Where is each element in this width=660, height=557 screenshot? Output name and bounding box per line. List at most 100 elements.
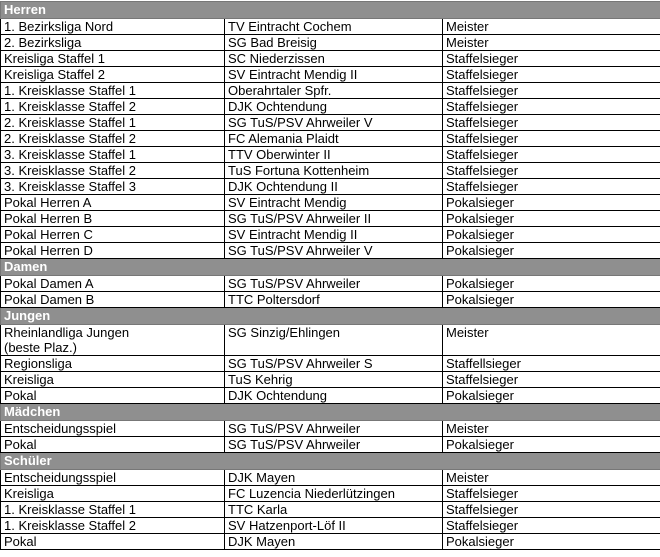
team-cell: SG TuS/PSV Ahrweiler II (225, 211, 443, 227)
title-cell: Staffelsieger (443, 486, 660, 502)
title-cell: Pokalsieger (443, 276, 660, 292)
league-cell: Entscheidungsspiel (1, 470, 225, 486)
team-cell: SG TuS/PSV Ahrweiler V (225, 243, 443, 259)
title-cell: Pokalsieger (443, 227, 660, 243)
team-cell: TV Eintracht Cochem (225, 19, 443, 35)
league-cell: Pokal Herren A (1, 195, 225, 211)
table-row: Rheinlandliga Jungen (beste Plaz.)SG Sin… (1, 325, 660, 356)
league-cell: Entscheidungsspiel (1, 421, 225, 437)
team-cell: SG Sinzig/Ehlingen (225, 325, 443, 356)
league-cell: 3. Kreisklasse Staffel 3 (1, 179, 225, 195)
title-cell: Pokalsieger (443, 534, 660, 550)
league-cell: Rheinlandliga Jungen (beste Plaz.) (1, 325, 225, 356)
section-title: Herren (1, 2, 660, 19)
league-cell: Pokal Herren D (1, 243, 225, 259)
team-cell: TTC Karla (225, 502, 443, 518)
league-cell: Regionsliga (1, 356, 225, 372)
title-cell: Staffellsieger (443, 356, 660, 372)
title-cell: Pokalsieger (443, 437, 660, 453)
league-cell: Pokal Herren B (1, 211, 225, 227)
title-cell: Pokalsieger (443, 195, 660, 211)
team-cell: TTV Oberwinter II (225, 147, 443, 163)
title-cell: Staffelsieger (443, 67, 660, 83)
team-cell: DJK Mayen (225, 534, 443, 550)
league-cell: Pokal (1, 388, 225, 404)
league-cell: 3. Kreisklasse Staffel 2 (1, 163, 225, 179)
league-cell: 3. Kreisklasse Staffel 1 (1, 147, 225, 163)
league-cell: Kreisliga Staffel 1 (1, 51, 225, 67)
league-cell: 1. Kreisklasse Staffel 1 (1, 83, 225, 99)
title-cell: Staffelsieger (443, 115, 660, 131)
title-cell: Staffelsieger (443, 163, 660, 179)
league-cell: Pokal Damen B (1, 292, 225, 308)
league-cell: Kreisliga (1, 486, 225, 502)
league-cell: 2. Kreisklasse Staffel 2 (1, 131, 225, 147)
team-cell: SG TuS/PSV Ahrweiler V (225, 115, 443, 131)
title-cell: Staffelsieger (443, 518, 660, 534)
team-cell: SV Eintracht Mendig II (225, 227, 443, 243)
team-cell: DJK Ochtendung (225, 99, 443, 115)
title-cell: Staffelsieger (443, 502, 660, 518)
team-cell: SV Hatzenport-Löf II (225, 518, 443, 534)
league-cell: 2. Kreisklasse Staffel 1 (1, 115, 225, 131)
team-cell: DJK Ochtendung (225, 388, 443, 404)
team-cell: SG TuS/PSV Ahrweiler (225, 437, 443, 453)
section-header-row: Schüler (1, 453, 660, 470)
team-cell: DJK Ochtendung II (225, 179, 443, 195)
title-cell: Pokalsieger (443, 292, 660, 308)
section-header-row: Damen (1, 259, 660, 276)
team-cell: SG Bad Breisig (225, 35, 443, 51)
league-cell: Pokal (1, 437, 225, 453)
title-cell: Meister (443, 19, 660, 35)
title-cell: Pokalsieger (443, 243, 660, 259)
team-cell: SV Eintracht Mendig II (225, 67, 443, 83)
league-cell: Pokal Damen A (1, 276, 225, 292)
title-cell: Staffelsieger (443, 99, 660, 115)
title-cell: Staffelsieger (443, 131, 660, 147)
section-title: Schüler (1, 453, 660, 470)
league-cell: 2. Bezirksliga (1, 35, 225, 51)
team-cell: Oberahrtaler Spfr. (225, 83, 443, 99)
team-cell: DJK Mayen (225, 470, 443, 486)
title-cell: Meister (443, 421, 660, 437)
title-cell: Pokalsieger (443, 388, 660, 404)
team-cell: FC Alemania Plaidt (225, 131, 443, 147)
section-title: Mädchen (1, 404, 660, 421)
league-cell: 1. Kreisklasse Staffel 1 (1, 502, 225, 518)
title-cell: Staffelsieger (443, 147, 660, 163)
section-header-row: Mädchen (1, 404, 660, 421)
league-cell: 1. Bezirksliga Nord (1, 19, 225, 35)
title-cell: Meister (443, 325, 660, 356)
title-cell: Meister (443, 470, 660, 486)
team-cell: TTC Poltersdorf (225, 292, 443, 308)
title-cell: Pokalsieger (443, 211, 660, 227)
league-cell: Kreisliga (1, 372, 225, 388)
team-cell: TuS Fortuna Kottenheim (225, 163, 443, 179)
team-cell: TuS Kehrig (225, 372, 443, 388)
title-cell: Staffelsieger (443, 83, 660, 99)
section-title: Damen (1, 259, 660, 276)
